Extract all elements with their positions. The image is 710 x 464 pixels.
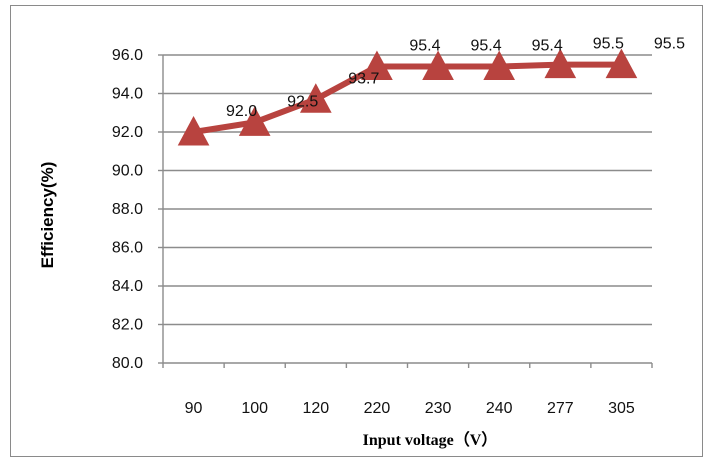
x-tick-label: 305 xyxy=(608,400,635,417)
data-point-marker xyxy=(544,48,577,79)
y-tick-labels: 80.0 82.0 84.0 86.0 88.0 90.0 92.0 94.0 96.0 xyxy=(112,47,143,372)
data-point-marker xyxy=(361,50,393,81)
data-point-marker xyxy=(299,83,332,113)
data-point-marker xyxy=(605,48,638,79)
y-tick-label: 92.0 xyxy=(112,124,143,141)
data-point-marker xyxy=(483,50,516,81)
gridlines xyxy=(158,54,652,364)
y-tick-label: 86.0 xyxy=(112,240,143,257)
y-tick-label: 80.0 xyxy=(112,355,143,372)
data-label: 95.4 xyxy=(532,38,563,55)
data-label: 93.7 xyxy=(348,70,379,87)
series-line xyxy=(193,61,622,135)
data-label: 92.0 xyxy=(226,103,257,120)
y-tick-label: 84.0 xyxy=(112,278,143,295)
y-tick-label: 96.0 xyxy=(112,47,143,64)
y-tick-label: 88.0 xyxy=(112,201,143,218)
data-point-marker xyxy=(177,115,210,146)
data-labels: 92.0 92.5 93.7 95.4 95.4 95.4 95.5 95.5 xyxy=(226,36,685,120)
y-tick-label: 94.0 xyxy=(112,86,143,103)
data-label: 95.5 xyxy=(593,36,624,53)
x-tick-label: 277 xyxy=(547,400,574,417)
data-label: 95.5 xyxy=(654,36,685,53)
x-tick-label: 90 xyxy=(185,400,203,417)
series-efficiency xyxy=(177,48,638,146)
x-tick-label: 230 xyxy=(425,400,452,417)
x-axis-label: Input voltage（V） xyxy=(363,431,498,449)
data-point-marker xyxy=(422,50,454,81)
data-label: 92.5 xyxy=(287,93,318,110)
y-axis-label: Efficiency(%) xyxy=(38,162,57,269)
axes xyxy=(162,55,653,368)
x-tick-label: 240 xyxy=(486,400,513,417)
x-tick-label: 220 xyxy=(364,400,391,417)
data-label: 95.4 xyxy=(470,38,501,55)
x-tick-label: 100 xyxy=(241,400,268,417)
data-point-marker xyxy=(238,106,271,136)
data-label: 95.4 xyxy=(409,38,440,55)
y-tick-label: 82.0 xyxy=(112,317,143,334)
y-tick-label: 90.0 xyxy=(112,163,143,180)
x-tick-label: 120 xyxy=(302,400,329,417)
x-tick-labels: 90 100 120 220 230 240 277 305 xyxy=(185,400,635,417)
